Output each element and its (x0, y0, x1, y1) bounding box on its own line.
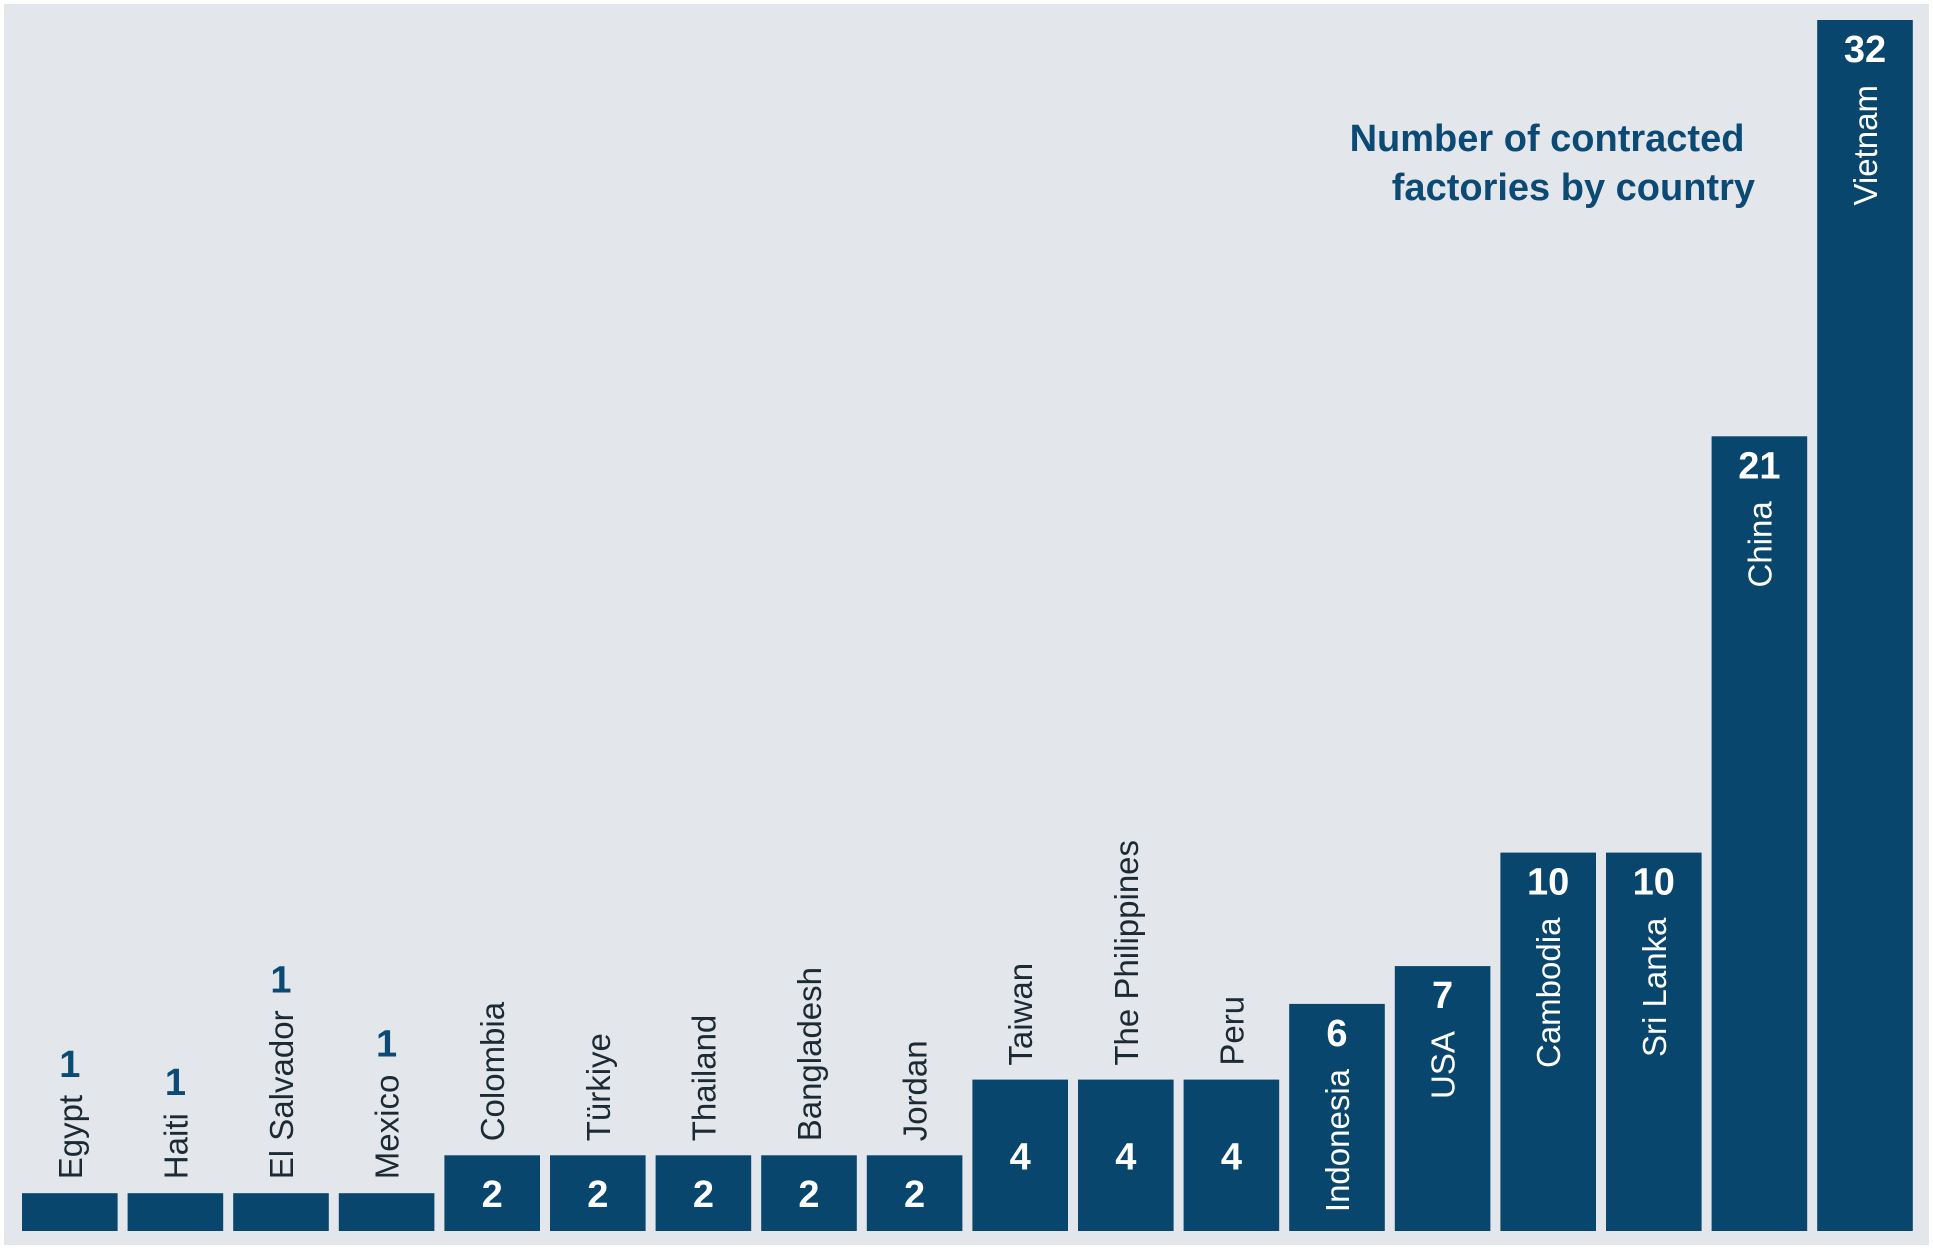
bar-china (1711, 436, 1808, 1231)
category-label-peru: Peru (1213, 996, 1250, 1066)
value-label-haiti: 1 (165, 1062, 186, 1104)
value-label-sri-lanka: 10 (1633, 862, 1675, 904)
bar-indonesia (1289, 1003, 1385, 1231)
bar-egypt (22, 1193, 118, 1231)
category-label-thailand: Thailand (685, 1015, 722, 1142)
value-label-peru: 4 (1221, 1136, 1242, 1178)
category-label-china: China (1741, 501, 1778, 588)
bar-bangladesh (761, 1155, 857, 1231)
bar-thailand (655, 1155, 752, 1231)
value-label-china: 21 (1738, 445, 1780, 487)
bars-layer (22, 20, 1913, 1231)
value-label-el-salvador: 1 (270, 959, 291, 1001)
category-label-sri-lanka: Sri Lanka (1636, 917, 1673, 1057)
value-label-indonesia: 6 (1326, 1013, 1347, 1055)
chart-title-line-2: factories by country (1392, 167, 1755, 209)
category-label-el-salvador: El Salvador (263, 1010, 300, 1179)
value-label-vietnam: 32 (1844, 29, 1886, 71)
category-label-mexico: Mexico (369, 1075, 406, 1180)
category-label-usa: USA (1425, 1031, 1462, 1099)
category-label-taiwan: Taiwan (1002, 963, 1039, 1066)
category-label-turkiye: Türkiye (580, 1033, 617, 1141)
bar-mexico (338, 1193, 435, 1231)
category-label-the-philippines: The Philippines (1108, 840, 1145, 1066)
bar-el-salvador (233, 1193, 329, 1231)
category-label-haiti: Haiti (157, 1113, 194, 1179)
bar-colombia (444, 1155, 540, 1231)
value-label-taiwan: 4 (1010, 1136, 1031, 1178)
bar-taiwan (972, 1079, 1068, 1231)
value-label-egypt: 1 (59, 1044, 80, 1086)
category-label-egypt: Egypt (52, 1095, 89, 1179)
chart-title: Number of contracted factories by countr… (1350, 118, 1755, 209)
value-label-the-philippines: 4 (1115, 1136, 1136, 1178)
value-label-cambodia: 10 (1527, 862, 1569, 904)
bar-sri-lanka (1606, 852, 1702, 1231)
value-label-mexico: 1 (376, 1024, 397, 1066)
bar-cambodia (1500, 852, 1596, 1231)
bar-turkiye (550, 1155, 646, 1231)
value-label-turkiye: 2 (587, 1174, 608, 1216)
bar-peru (1183, 1079, 1280, 1231)
bar-the-philippines (1078, 1079, 1174, 1231)
bar-jordan (866, 1155, 963, 1231)
value-label-bangladesh: 2 (798, 1174, 819, 1216)
category-label-cambodia: Cambodia (1530, 917, 1567, 1068)
category-label-vietnam: Vietnam (1847, 85, 1884, 205)
bar-vietnam (1817, 20, 1913, 1231)
bar-haiti (127, 1193, 224, 1231)
value-label-jordan: 2 (904, 1174, 925, 1216)
value-label-usa: 7 (1432, 975, 1453, 1017)
labels-layer: Egypt 1 Haiti 1 El Salvador 1 Mexico 1 Colombia 2… (52, 29, 1886, 1216)
bar-usa (1394, 966, 1491, 1231)
category-label-bangladesh: Bangladesh (791, 967, 828, 1141)
category-label-jordan: Jordan (897, 1040, 934, 1141)
chart-title-line-1: Number of contracted (1350, 118, 1745, 160)
value-label-thailand: 2 (693, 1174, 714, 1216)
category-label-indonesia: Indonesia (1319, 1068, 1356, 1212)
value-label-colombia: 2 (482, 1174, 503, 1216)
category-label-colombia: Colombia (474, 1001, 511, 1141)
